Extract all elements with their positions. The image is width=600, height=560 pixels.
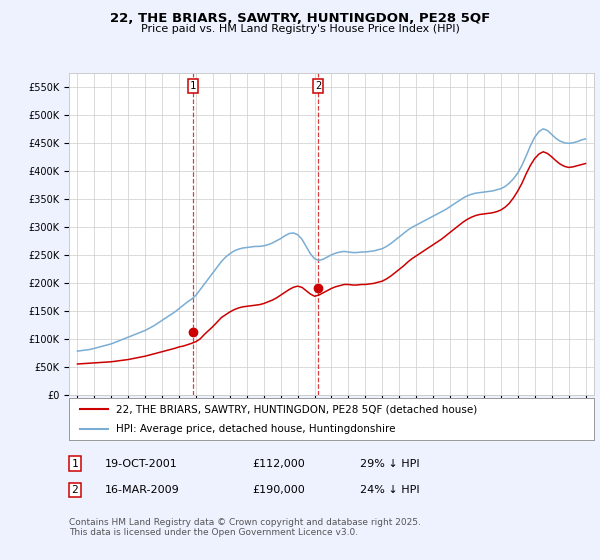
- Text: Price paid vs. HM Land Registry's House Price Index (HPI): Price paid vs. HM Land Registry's House …: [140, 24, 460, 34]
- Text: 22, THE BRIARS, SAWTRY, HUNTINGDON, PE28 5QF (detached house): 22, THE BRIARS, SAWTRY, HUNTINGDON, PE28…: [116, 404, 478, 414]
- Text: HPI: Average price, detached house, Huntingdonshire: HPI: Average price, detached house, Hunt…: [116, 424, 396, 434]
- Text: 24% ↓ HPI: 24% ↓ HPI: [360, 485, 419, 495]
- Text: £112,000: £112,000: [252, 459, 305, 469]
- Text: 1: 1: [190, 81, 196, 91]
- Text: 22, THE BRIARS, SAWTRY, HUNTINGDON, PE28 5QF: 22, THE BRIARS, SAWTRY, HUNTINGDON, PE28…: [110, 12, 490, 25]
- Text: 2: 2: [71, 485, 79, 495]
- Text: 2: 2: [315, 81, 321, 91]
- Text: 16-MAR-2009: 16-MAR-2009: [105, 485, 180, 495]
- Text: 29% ↓ HPI: 29% ↓ HPI: [360, 459, 419, 469]
- Text: Contains HM Land Registry data © Crown copyright and database right 2025.
This d: Contains HM Land Registry data © Crown c…: [69, 518, 421, 538]
- Text: 1: 1: [71, 459, 79, 469]
- Text: £190,000: £190,000: [252, 485, 305, 495]
- Text: 19-OCT-2001: 19-OCT-2001: [105, 459, 178, 469]
